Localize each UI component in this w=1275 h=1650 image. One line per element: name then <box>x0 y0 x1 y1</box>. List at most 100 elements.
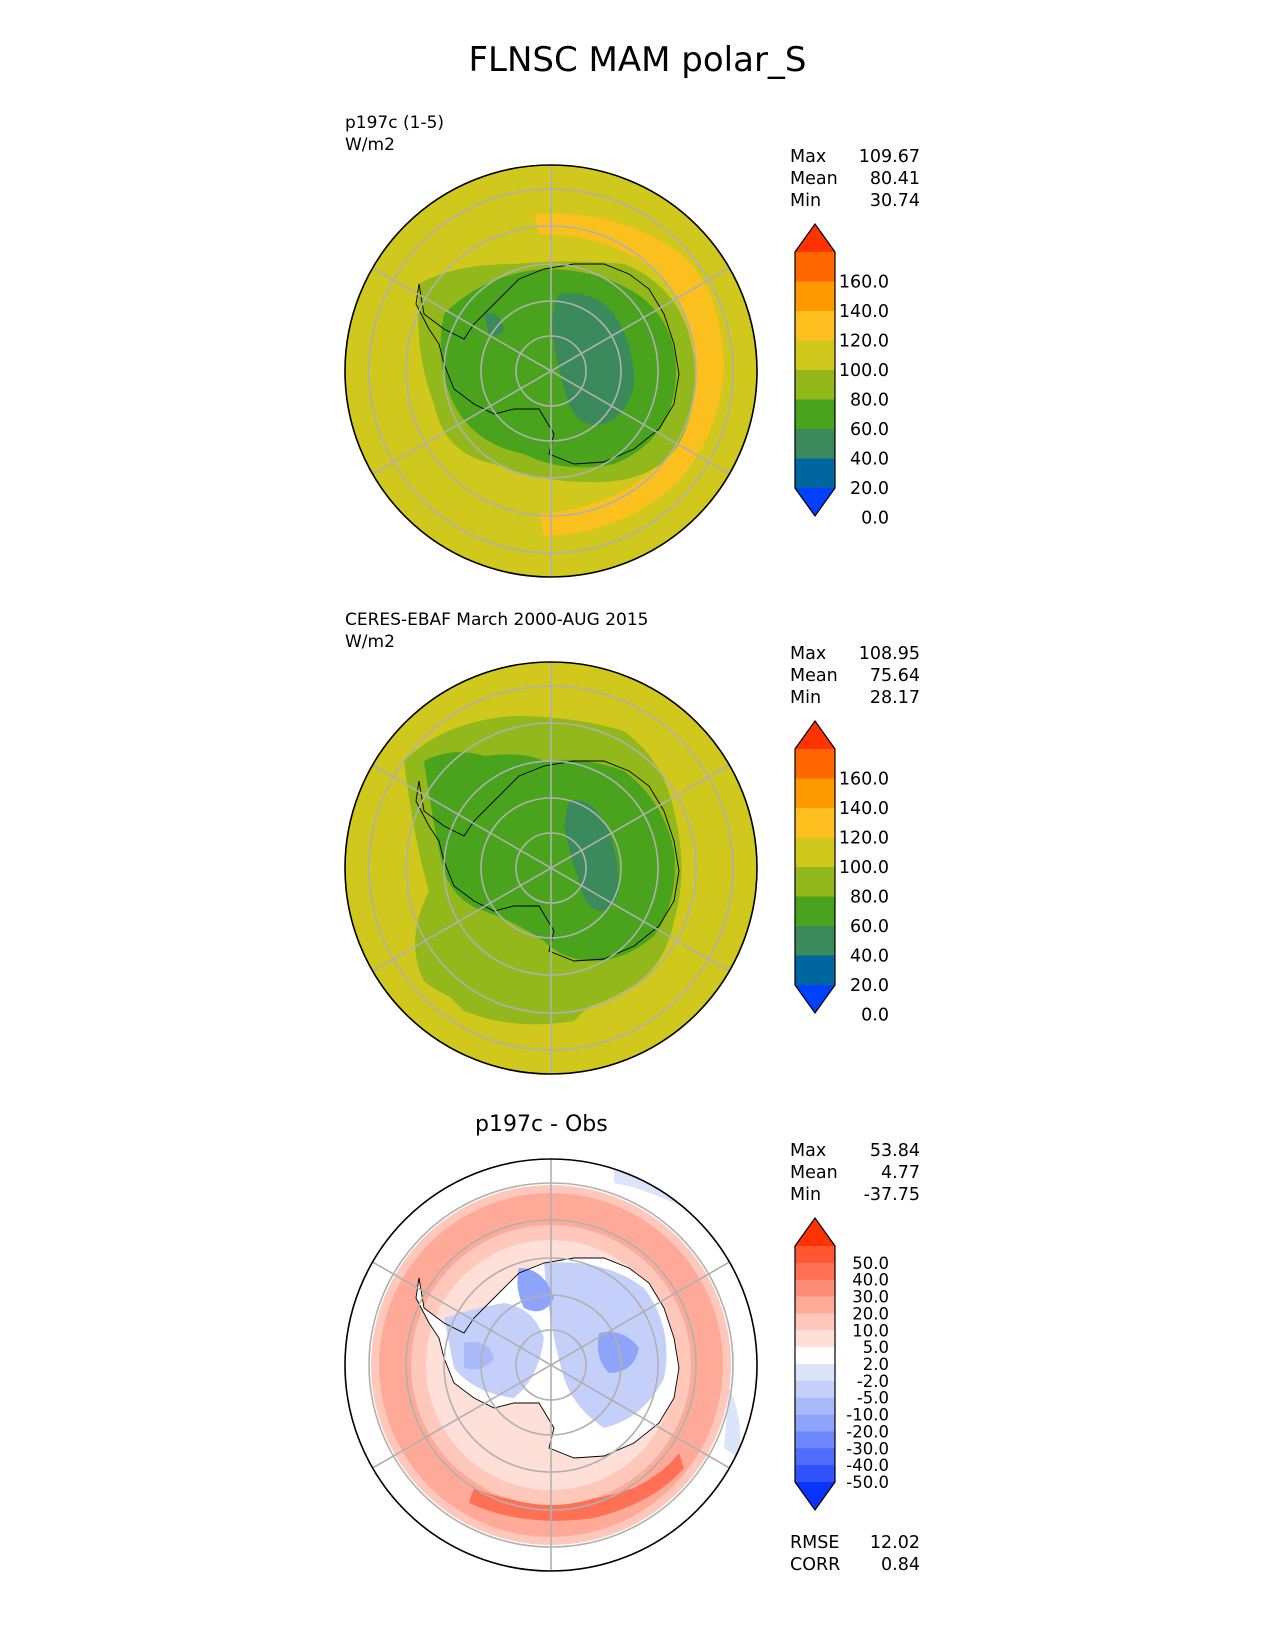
test-stat-min-value: 30.74 <box>869 191 920 211</box>
reference-colorbar-extend-top <box>795 721 835 749</box>
reference-colorbar-segment <box>795 955 835 986</box>
test-stat-mean-label: Mean <box>790 169 838 189</box>
reference-stat-max-value: 108.95 <box>858 644 920 664</box>
difference-colorbar-segment <box>795 1347 835 1365</box>
test-colorbar: 160.0 140.0 120.0 100.0 80.0 60.0 40.0 20.0 0.0 <box>794 222 889 529</box>
difference-colorbar-tick-label: -40.0 <box>846 1456 889 1475</box>
test-colorbar-segment <box>795 340 835 371</box>
difference-colorbar-tick-label: -5.0 <box>857 1389 889 1408</box>
difference-colorbar-segment <box>795 1397 835 1416</box>
reference-field-light-green-south <box>424 971 604 1025</box>
test-polar-map <box>344 164 758 578</box>
reference-stat-min-label: Min <box>790 688 822 708</box>
test-colorbar-segment <box>795 252 835 282</box>
test-graticule <box>368 165 734 577</box>
test-colorbar-extend-top <box>795 224 835 252</box>
difference-stat-min-label: Min <box>790 1185 822 1205</box>
difference-field-red-strong <box>469 1453 684 1521</box>
reference-field-teal <box>564 800 619 911</box>
reference-colorbar-tick-label: 60.0 <box>850 917 889 937</box>
difference-stat-max-value: 53.84 <box>869 1141 920 1161</box>
test-units: W/m2 <box>345 135 395 155</box>
test-colorbar-tick-label: 20.0 <box>850 479 889 499</box>
difference-colorbar-tick-label: -2.0 <box>857 1372 889 1391</box>
reference-colorbar: 160.0 140.0 120.0 100.0 80.0 60.0 40.0 20.0 0.0 <box>794 719 889 1026</box>
difference-field-blue-deep-1 <box>517 1268 554 1312</box>
difference-field-blue-deep-3 <box>464 1342 494 1370</box>
reference-colorbar-segment <box>795 926 835 956</box>
difference-field-blue-deep-2 <box>597 1332 639 1373</box>
reference-colorbar-tick-label: 0.0 <box>861 1006 889 1026</box>
reference-polar-map <box>344 661 758 1075</box>
test-colorbar-segment <box>795 281 835 312</box>
difference-stats: Max 53.84 Mean 4.77 Min -37.75 <box>790 1140 920 1206</box>
difference-coastline <box>415 1257 680 1459</box>
difference-colorbar-segment <box>795 1246 835 1264</box>
test-stat-max-label: Max <box>790 147 827 167</box>
difference-colorbar-segment <box>795 1448 835 1466</box>
difference-colorbar-segment <box>795 1380 835 1399</box>
test-field-orange-ring <box>534 213 724 536</box>
test-stat-mean-value: 80.41 <box>869 169 920 189</box>
test-colorbar-tick-label: 140.0 <box>839 302 889 322</box>
test-colorbar-extend-bottom <box>795 488 835 516</box>
difference-graticule <box>368 1159 734 1571</box>
test-colorbar-tick-label: 60.0 <box>850 420 889 440</box>
difference-metrics: RMSE 12.02 CORR 0.84 <box>790 1532 920 1576</box>
difference-map-boundary <box>344 1158 758 1572</box>
difference-colorbar-tick-label: 10.0 <box>852 1321 889 1340</box>
difference-colorbar-segment <box>795 1431 835 1449</box>
reference-stat-mean-label: Mean <box>790 666 838 686</box>
test-colorbar-outline <box>794 222 836 518</box>
reference-colorbar-tick-label: 20.0 <box>850 976 889 996</box>
difference-colorbar-tick-label: 50.0 <box>852 1254 889 1273</box>
reference-units: W/m2 <box>345 632 395 652</box>
difference-stat-mean-value: 4.77 <box>881 1163 920 1183</box>
test-colorbar-tick-label: 0.0 <box>861 509 889 529</box>
difference-field-blue-west <box>444 1303 544 1398</box>
difference-colorbar-tick-label: -10.0 <box>846 1406 889 1425</box>
reference-colorbar-segment <box>795 749 835 779</box>
test-colorbar-segment <box>795 311 835 341</box>
difference-rmse-label: RMSE <box>790 1533 840 1553</box>
reference-colorbar-tick-label: 40.0 <box>850 947 889 967</box>
difference-colorbar: 50.040.030.020.010.05.02.0-2.0-5.0-10.0 -… <box>794 1216 889 1512</box>
reference-map-boundary <box>344 661 758 1075</box>
test-colorbar-segment <box>795 429 835 459</box>
difference-corr-label: CORR <box>790 1555 841 1575</box>
test-case-name: p197c (1-5) <box>345 113 445 133</box>
difference-stat-mean-label: Mean <box>790 1163 838 1183</box>
reference-colorbar-segment <box>795 837 835 868</box>
difference-colorbar-tick-label: 5.0 <box>863 1338 889 1357</box>
test-stat-max-value: 109.67 <box>858 147 920 167</box>
difference-stat-min-value: -37.75 <box>863 1185 920 1205</box>
difference-colorbar-tick-label: 40.0 <box>852 1271 889 1290</box>
test-colorbar-segment <box>795 370 835 400</box>
difference-colorbar-outline <box>794 1216 836 1512</box>
difference-polar-map <box>344 1158 758 1572</box>
test-field-teal-small <box>484 313 504 336</box>
difference-colorbar-segment <box>795 1296 835 1314</box>
reference-stat-mean-value: 75.64 <box>869 666 920 686</box>
test-coastline <box>415 263 680 465</box>
difference-colorbar-tick-label: 30.0 <box>852 1288 889 1307</box>
difference-title: p197c - Obs <box>475 1112 608 1137</box>
reference-colorbar-segment <box>795 896 835 927</box>
reference-colorbar-tick-label: 80.0 <box>850 888 889 908</box>
difference-rmse-value: 12.02 <box>869 1533 920 1553</box>
test-colorbar-tick-label: 40.0 <box>850 450 889 470</box>
reference-colorbar-tick-label: 140.0 <box>839 799 889 819</box>
difference-colorbar-tick-label: 2.0 <box>863 1355 889 1374</box>
test-panel-label: p197c (1-5) W/m2 <box>345 112 444 156</box>
reference-colorbar-segment <box>795 778 835 809</box>
reference-name: CERES-EBAF March 2000-AUG 2015 <box>345 610 649 630</box>
test-colorbar-tick-label: 120.0 <box>839 332 889 352</box>
difference-colorbar-tick-label: -30.0 <box>846 1439 889 1458</box>
reference-colorbar-tick-label: 160.0 <box>839 770 889 790</box>
reference-panel-label: CERES-EBAF March 2000-AUG 2015 W/m2 <box>345 609 648 653</box>
reference-colorbar-segment <box>795 867 835 897</box>
reference-stats: Max 108.95 Mean 75.64 Min 28.17 <box>790 643 920 709</box>
test-colorbar-tick-label: 80.0 <box>850 391 889 411</box>
reference-stat-max-label: Max <box>790 644 827 664</box>
difference-colorbar-tick-label: 20.0 <box>852 1304 889 1323</box>
